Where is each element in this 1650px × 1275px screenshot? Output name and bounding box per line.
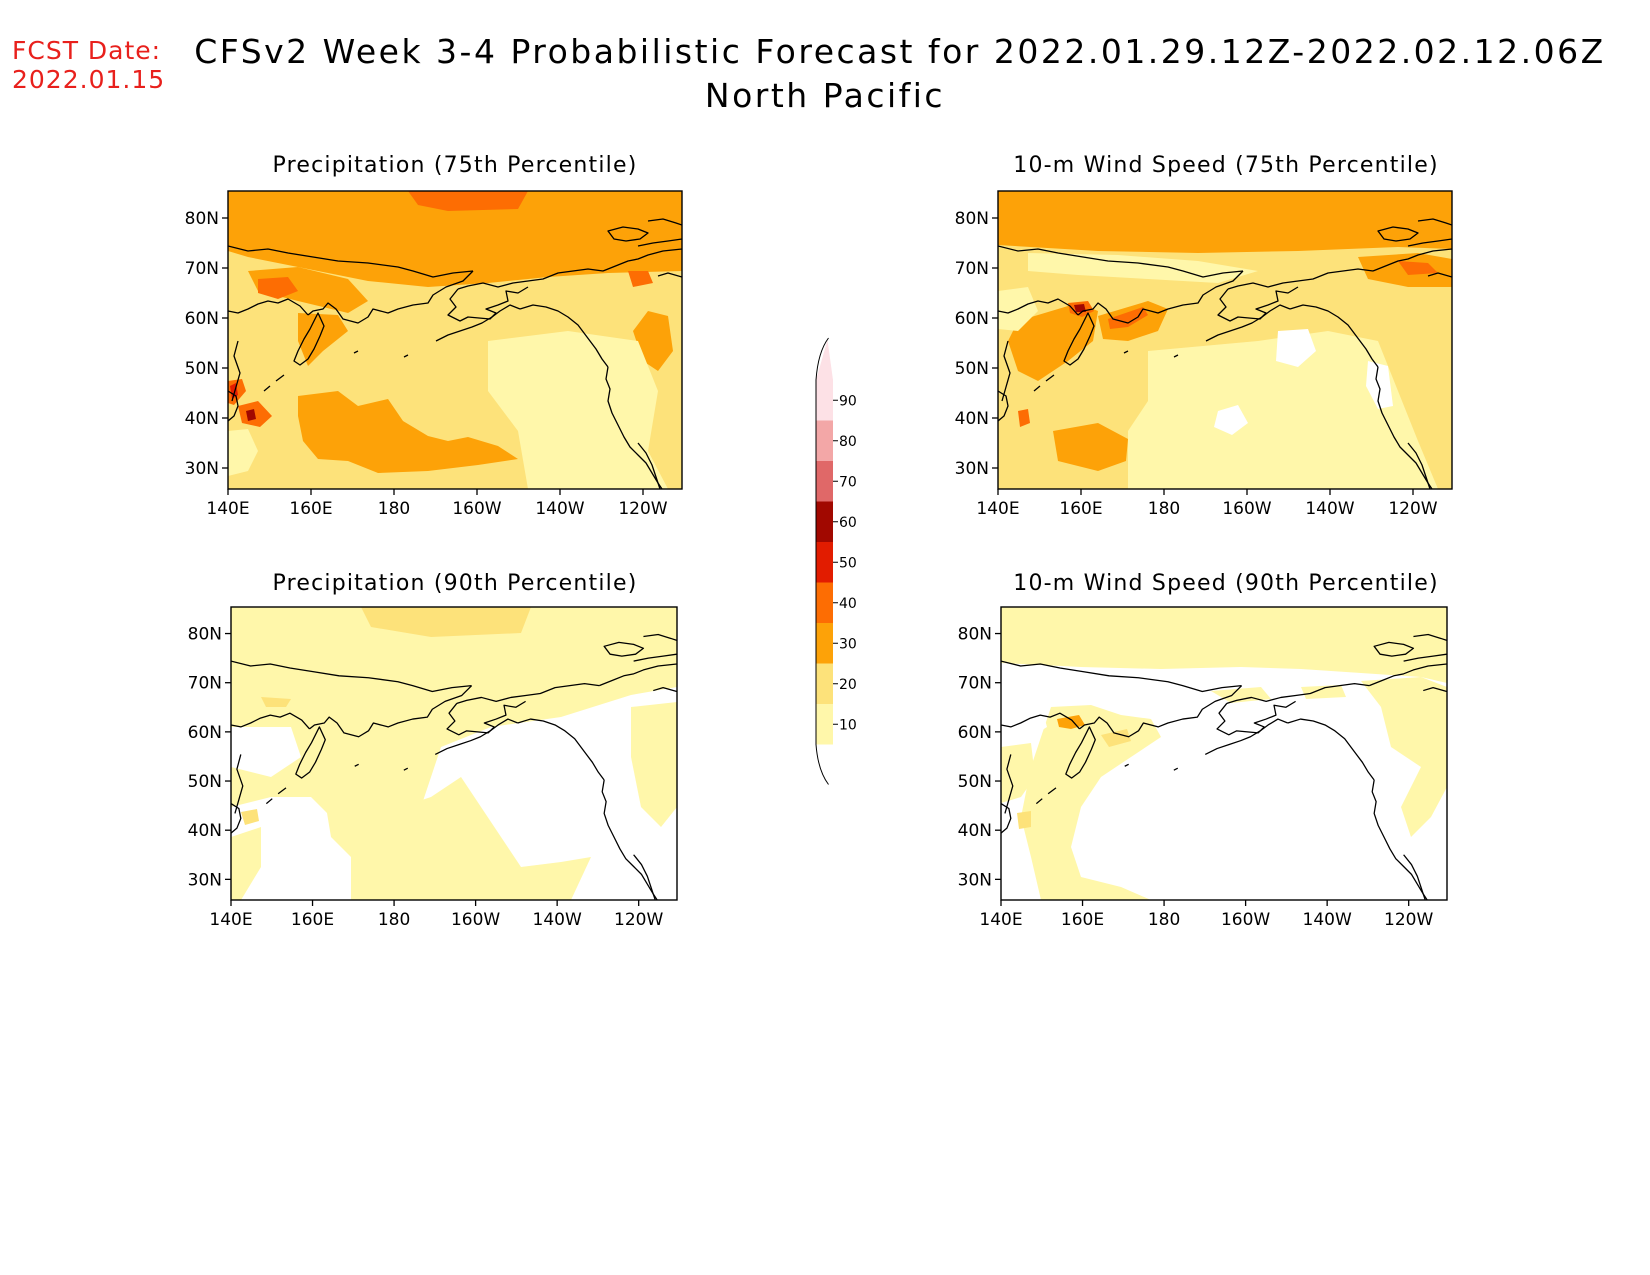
colorbar-segment-10	[816, 704, 833, 745]
lon-tick-label: 120W	[1388, 499, 1437, 519]
colorbar-label-50: 50	[839, 555, 857, 571]
lon-tick-label: 160W	[1222, 499, 1271, 519]
lat-tick-label: 80N	[188, 625, 222, 645]
colorbar-label-70: 70	[839, 474, 857, 490]
lat-tick-label: 70N	[958, 674, 992, 694]
colorbar-segment-90	[816, 380, 833, 421]
lon-tick-label: 160W	[452, 499, 501, 519]
colorbar-segment-80	[816, 420, 833, 461]
panel-title-wind90: 10-m Wind Speed (90th Percentile)	[1013, 571, 1438, 596]
lat-tick-label: 50N	[955, 359, 989, 379]
lon-tick-label: 160E	[289, 499, 332, 519]
map-frame	[997, 190, 1453, 490]
lat-tick-label: 80N	[185, 209, 219, 229]
lat-tick-label: 70N	[955, 259, 989, 279]
panel-title-precip90: Precipitation (90th Percentile)	[273, 571, 638, 596]
lon-tick-label: 160W	[451, 910, 500, 930]
lon-tick-label: 120W	[618, 499, 667, 519]
axes-layer: 140E 160E 180 160W 140W 120W 80N 70N 60N 50N 40N 30…	[185, 209, 1438, 930]
panel-precip75: Precipitation (75th Percentile)	[227, 153, 683, 490]
panel-wind90: 10-m Wind Speed (90th Percentile)	[1000, 571, 1448, 901]
lon-tick-label: 140W	[1303, 910, 1352, 930]
map-frame	[227, 190, 683, 490]
lon-tick-label: 160E	[291, 910, 334, 930]
colorbar-label-90: 90	[839, 393, 857, 409]
colorbar: 90 80 70 60 50 40 30 20 10	[815, 337, 857, 785]
lat-tick-label: 40N	[955, 409, 989, 429]
lon-tick-label: 140W	[535, 499, 584, 519]
colorbar-segment-70	[816, 461, 833, 502]
figure-subtitle: North Pacific	[704, 76, 946, 115]
panel-wind75: 10-m Wind Speed (75th Percentile)	[997, 153, 1453, 490]
lon-tick-label: 160E	[1059, 499, 1102, 519]
lon-tick-label: 140E	[206, 499, 249, 519]
colorbar-segment-50	[816, 542, 833, 583]
colorbar-label-30: 30	[839, 636, 857, 652]
panel-title-wind75: 10-m Wind Speed (75th Percentile)	[1013, 153, 1438, 178]
figure-title: CFSv2 Week 3-4 Probabilistic Forecast fo…	[194, 32, 1606, 71]
forecast-date-value: 2022.01.15	[12, 65, 166, 94]
lat-tick-label: 50N	[185, 359, 219, 379]
lat-tick-label: 30N	[958, 870, 992, 890]
colorbar-bottom-edge	[815, 744, 829, 785]
colorbar-label-60: 60	[839, 515, 857, 531]
figure-title-block: CFSv2 Week 3-4 Probabilistic Forecast fo…	[0, 30, 1650, 118]
lat-tick-label: 60N	[188, 723, 222, 743]
panel-title-precip75: Precipitation (75th Percentile)	[273, 153, 638, 178]
map-frame	[1000, 606, 1448, 901]
colorbar-label-40: 40	[839, 596, 857, 612]
lat-tick-label: 60N	[958, 723, 992, 743]
lon-tick-label: 180	[1148, 499, 1180, 519]
lat-tick-label: 50N	[958, 772, 992, 792]
lon-tick-label: 120W	[1384, 910, 1433, 930]
colorbar-top-edge	[815, 337, 829, 381]
lon-tick-label: 160W	[1221, 910, 1270, 930]
lon-tick-label: 180	[378, 910, 410, 930]
lat-tick-label: 70N	[185, 259, 219, 279]
lat-tick-label: 30N	[185, 459, 219, 479]
map-frame	[230, 606, 678, 901]
lon-tick-label: 140E	[979, 910, 1022, 930]
lat-tick-label: 80N	[955, 209, 989, 229]
lon-tick-label: 140W	[533, 910, 582, 930]
lon-tick-label: 180	[1148, 910, 1180, 930]
lon-tick-label: 140W	[1305, 499, 1354, 519]
lon-tick-label: 140E	[209, 910, 252, 930]
forecast-date-block: FCST Date: 2022.01.15	[12, 36, 165, 94]
colorbar-label-20: 20	[839, 677, 857, 693]
colorbar-label-80: 80	[839, 434, 857, 450]
lat-tick-label: 40N	[185, 409, 219, 429]
colorbar-segment-20	[816, 663, 833, 704]
colorbar-segment-40	[816, 582, 833, 623]
forecast-date-label: FCST Date:	[12, 36, 162, 65]
colorbar-segment-60	[816, 501, 833, 542]
lat-tick-label: 50N	[188, 772, 222, 792]
lat-tick-label: 60N	[955, 309, 989, 329]
colorbar-label-10: 10	[839, 717, 857, 733]
lat-tick-label: 70N	[188, 674, 222, 694]
lon-tick-label: 160E	[1061, 910, 1104, 930]
lat-tick-label: 60N	[185, 309, 219, 329]
panel-precip90: Precipitation (90th Percentile)	[230, 571, 678, 901]
lon-tick-label: 140E	[976, 499, 1019, 519]
lon-tick-label: 180	[378, 499, 410, 519]
lat-tick-label: 40N	[188, 821, 222, 841]
lon-tick-label: 120W	[614, 910, 663, 930]
lat-tick-label: 30N	[188, 870, 222, 890]
colorbar-segment-30	[816, 623, 833, 664]
lat-tick-label: 40N	[958, 821, 992, 841]
colorbar-top-cap	[816, 340, 833, 380]
lat-tick-label: 80N	[958, 625, 992, 645]
lat-tick-label: 30N	[955, 459, 989, 479]
